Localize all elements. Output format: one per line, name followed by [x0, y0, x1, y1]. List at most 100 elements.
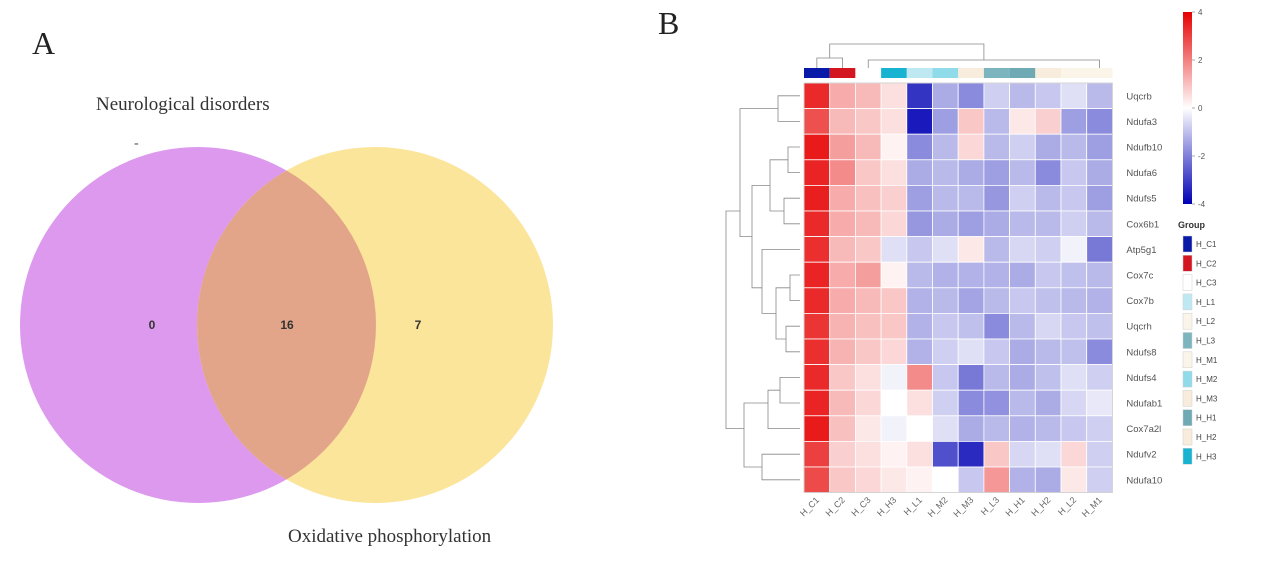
- heatmap-cell: [880, 210, 908, 238]
- heatmap-cell: [829, 440, 856, 468]
- column-label: H_L3: [979, 495, 1001, 517]
- heatmap-chart: B Uqcrb Ndufa3 Ndufb10 Ndufa6 Ndufs5 Cox6b1 At…: [658, 5, 1218, 519]
- heatmap-cell: [803, 236, 831, 263]
- legend-swatch: [1182, 255, 1193, 272]
- heatmap-cell: [932, 338, 959, 366]
- heatmap-cell: [854, 261, 882, 289]
- heatmap-cell: [906, 338, 933, 366]
- heatmap-cell: [1086, 466, 1113, 494]
- heatmap-cell: [983, 236, 1010, 263]
- group-annotation-cell: [1035, 68, 1061, 78]
- dendrogram-branch: [761, 453, 800, 481]
- column-labels: H_C1 H_C2 H_C3 H_H3 H_L1 H_M2 H_M3 H_L3 H_H1 H_H2…: [798, 495, 1104, 519]
- heatmap-cell: [1086, 236, 1113, 263]
- heatmap-cell: [1009, 389, 1036, 417]
- heatmap-cell: [1060, 287, 1088, 314]
- heatmap-cell: [854, 364, 882, 391]
- heatmap-cell: [906, 82, 933, 110]
- panel-label-a: A: [32, 25, 55, 61]
- heatmap-cell: [957, 338, 985, 366]
- group-annotation-cell: [958, 68, 984, 78]
- dendrogram-branch: [829, 43, 985, 60]
- heatmap-cell: [880, 415, 908, 442]
- legend-swatch: [1182, 409, 1193, 426]
- heatmap-cell: [803, 133, 831, 161]
- group-annotation-cell: [1009, 68, 1036, 78]
- heatmap-cell: [983, 82, 1010, 110]
- heatmap-cell: [957, 287, 985, 314]
- legend-label: H_H3: [1196, 452, 1217, 461]
- heatmap-cell: [983, 133, 1010, 161]
- heatmap-cell: [880, 287, 908, 314]
- column-label: H_H3: [875, 495, 898, 518]
- group-annotation-cell: [906, 68, 933, 78]
- heatmap-cell: [983, 338, 1010, 366]
- heatmap-cell: [1009, 440, 1036, 468]
- heatmap-cell: [1034, 133, 1062, 161]
- heatmap-cell: [803, 210, 831, 238]
- heatmap-cell: [1034, 159, 1062, 186]
- heatmap-cell: [854, 210, 882, 238]
- heatmap-cell: [829, 159, 856, 186]
- heatmap-cell: [854, 389, 882, 417]
- row-label: Ndufv2: [1126, 450, 1156, 461]
- legend-swatch: [1182, 274, 1193, 291]
- heatmap-cell: [906, 466, 933, 494]
- heatmap-cell: [906, 415, 933, 442]
- heatmap-cell: [957, 133, 985, 161]
- heatmap-cell: [829, 415, 856, 442]
- legend-swatch: [1182, 370, 1193, 388]
- dendrogram-branch: [867, 59, 1100, 68]
- heatmap-cell: [880, 261, 908, 289]
- heatmap-cell: [1034, 415, 1062, 442]
- heatmap-cell: [1034, 82, 1062, 110]
- heatmap-cell: [829, 364, 856, 391]
- row-label: Ndufs4: [1126, 373, 1156, 384]
- row-label: Ndufb10: [1126, 143, 1162, 154]
- heatmap-cell: [803, 466, 831, 494]
- heatmap-cell: [803, 261, 831, 289]
- row-label: Ndufab1: [1126, 399, 1162, 410]
- heatmap-cell: [803, 389, 831, 417]
- heatmap-cell: [803, 338, 831, 366]
- heatmap-cell: [1060, 364, 1088, 391]
- heatmap-cell: [1086, 287, 1113, 314]
- heatmap-cell: [1086, 261, 1113, 289]
- heatmap-cell: [1034, 184, 1062, 212]
- dendrogram-branch: [761, 249, 800, 314]
- heatmap-cell: [932, 184, 959, 212]
- heatmap-cell: [932, 236, 959, 263]
- group-annotation-cell: [804, 68, 830, 78]
- heatmap-cell: [906, 440, 933, 468]
- heatmap-cell: [957, 159, 985, 186]
- venn-panel: A Neurological disorders - 0 16 7 Oxidat…: [0, 0, 620, 569]
- heatmap-cell: [957, 312, 985, 340]
- row-labels: Uqcrb Ndufa3 Ndufb10 Ndufa6 Ndufs5 Cox6b1 Atp5…: [1126, 91, 1162, 486]
- group-annotation-cell: [1061, 68, 1087, 78]
- group-annotation-cell: [1086, 68, 1113, 78]
- heatmap-cell: [1034, 364, 1062, 391]
- heatmap-cell: [1009, 287, 1036, 314]
- heatmap-cell: [957, 415, 985, 442]
- venn-overlap: [197, 170, 376, 480]
- column-label: H_C1: [798, 495, 821, 518]
- legend-swatch: [1182, 293, 1193, 311]
- row-label: Uqcrh: [1126, 322, 1151, 333]
- heatmap-cell: [880, 312, 908, 340]
- heatmap-cell: [957, 236, 985, 263]
- heatmap-cell: [1009, 108, 1036, 135]
- group-legend: Group H_C1 H_C2 H_C3 H_L1 H_L2 H_L3 H_M1 H_M2 H_…: [1178, 220, 1218, 465]
- heatmap-panel: B Uqcrb Ndufa3 Ndufb10 Ndufa6 Ndufs5 Cox6b1 At…: [640, 0, 1280, 569]
- group-annotation-cell: [881, 68, 907, 78]
- color-scale-tick: -4: [1198, 200, 1206, 209]
- heatmap-cell: [803, 440, 831, 468]
- heatmap-cell: [906, 364, 933, 391]
- heatmap-cell: [854, 287, 882, 314]
- heatmap-cell: [1009, 133, 1036, 161]
- heatmap-cell: [880, 159, 908, 186]
- heatmap-cell: [1060, 159, 1088, 186]
- heatmap-cell: [932, 108, 959, 135]
- heatmap-cell: [932, 415, 959, 442]
- heatmap-cell: [983, 364, 1010, 391]
- dendrogram-branch: [789, 274, 800, 301]
